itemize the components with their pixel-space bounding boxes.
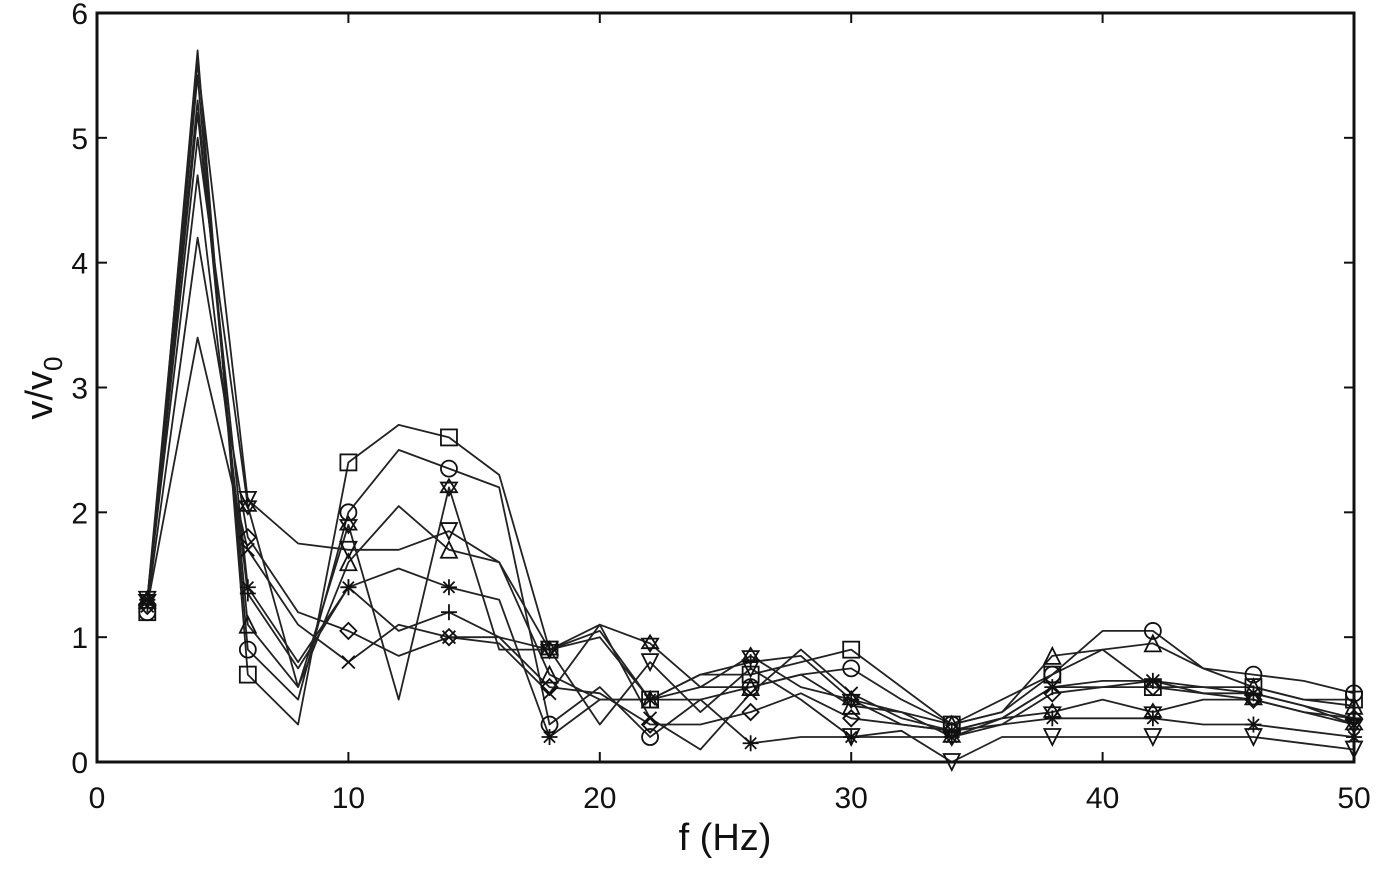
y-tick-label: 5 [71, 123, 88, 156]
y-tick-label: 1 [71, 622, 88, 655]
data-point-star [640, 633, 660, 654]
data-point-circle [641, 728, 659, 746]
data-point-triangle-up [741, 677, 761, 696]
data-point-circle [842, 659, 861, 678]
data-point-plus [440, 604, 457, 621]
data-point-x [1045, 680, 1060, 695]
data-point-x [240, 542, 255, 557]
data-point-x [441, 630, 456, 645]
y-tick-label: 0 [71, 747, 88, 780]
x-tick-label: 50 [1337, 782, 1370, 815]
data-point-circle [238, 640, 257, 659]
data-point-triangle-down [640, 653, 660, 673]
data-point-star [238, 496, 258, 516]
data-point-triangle-down [238, 490, 258, 510]
data-point-star [1143, 702, 1163, 722]
data-point-triangle-down [1042, 728, 1062, 748]
data-point-triangle-down [338, 540, 358, 560]
x-tick-label: 40 [1086, 782, 1119, 815]
y-axis-label-subscript: 0 [38, 356, 68, 370]
data-point-diamond [1043, 684, 1062, 703]
svg-text:v/v0: v/v0 [19, 356, 68, 419]
data-point-diamond [942, 721, 962, 741]
data-point-square [440, 428, 458, 447]
data-point-diamond [439, 627, 459, 647]
data-point-x [542, 686, 557, 701]
x-tick-label: 0 [89, 782, 106, 815]
series-line-circle [146, 74, 1355, 738]
data-point-plus [642, 691, 659, 708]
y-axis-label: v/v0 [19, 356, 68, 419]
data-point-triangle-up [439, 539, 459, 559]
data-point-plus [340, 579, 357, 596]
data-point-diamond [1143, 677, 1163, 697]
tick-layer: 0 10 20 30 40 50 0 1 2 3 4 5 6 [71, 0, 1370, 815]
data-point-diamond [1244, 690, 1263, 709]
data-point-circle [1143, 622, 1162, 640]
data-point-square [842, 640, 861, 659]
data-point-square [238, 665, 257, 684]
data-point-circle [1244, 665, 1263, 684]
data-point-star [338, 515, 359, 535]
y-tick-label: 2 [71, 497, 88, 530]
data-point-asterisk [541, 729, 558, 746]
data-point-diamond [841, 709, 861, 728]
x-axis-label: f (Hz) [679, 817, 772, 859]
data-point-triangle-up [238, 614, 258, 634]
data-point-asterisk [843, 729, 860, 746]
data-point-diamond [238, 528, 258, 547]
data-point-triangle-up [1042, 645, 1062, 665]
data-point-x [341, 655, 356, 670]
y-tick-label: 4 [71, 248, 88, 281]
data-point-x [944, 723, 959, 738]
data-point-x [1246, 686, 1261, 701]
data-point-diamond [640, 715, 660, 734]
data-point-asterisk [1245, 716, 1262, 733]
data-point-asterisk [742, 735, 759, 752]
data-point-asterisk [440, 579, 457, 596]
x-tick-label: 30 [835, 782, 868, 815]
data-point-circle [440, 459, 458, 478]
data-point-triangle-down [439, 522, 459, 542]
data-point-diamond [741, 702, 760, 722]
data-point-x [1145, 673, 1160, 688]
data-point-star [1042, 702, 1062, 722]
data-point-plus [742, 654, 759, 671]
data-point-diamond [339, 621, 358, 641]
data-point-star [439, 477, 459, 498]
y-axis-label-main: v/v [19, 371, 61, 420]
data-point-triangle-down [1143, 728, 1163, 748]
x-tick-label: 20 [583, 782, 616, 815]
data-point-triangle-up [1143, 633, 1163, 653]
data-point-plus [541, 641, 558, 658]
data-point-diamond [540, 677, 559, 697]
data-point-triangle-up [338, 552, 358, 572]
data-point-x [743, 686, 758, 701]
y-tick-label: 3 [71, 373, 88, 406]
data-point-plus [239, 585, 256, 602]
data-point-x [844, 686, 859, 701]
data-point-square [339, 453, 358, 472]
data-point-x [643, 711, 658, 726]
series-line-triangle-up [146, 99, 1355, 726]
data-point-x [140, 598, 155, 613]
data-point-diamond [138, 596, 157, 616]
data-point-triangle-up [841, 695, 861, 715]
x-tick-label: 10 [332, 782, 365, 815]
data-point-triangle-up [540, 664, 559, 684]
y-tick-label: 6 [71, 0, 88, 31]
